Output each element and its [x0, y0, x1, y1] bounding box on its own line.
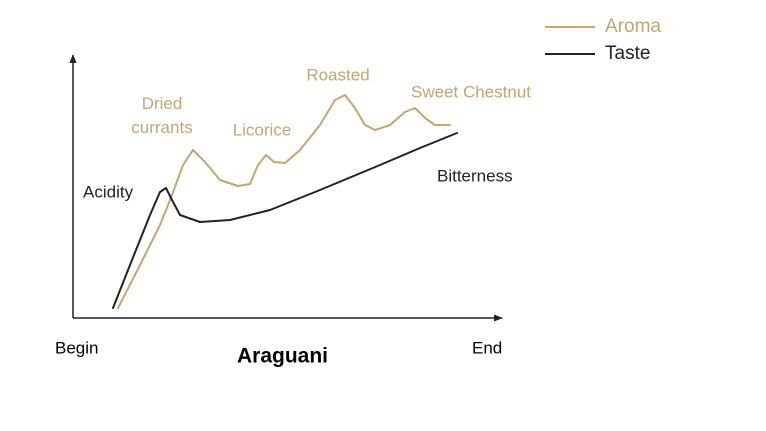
- x-end-label: End: [472, 338, 502, 357]
- annotation: Roasted: [306, 65, 369, 84]
- legend-label: Aroma: [605, 16, 661, 37]
- annotation: Acidity: [83, 182, 134, 201]
- annotation: Bitterness: [437, 166, 513, 185]
- annotation-line: Dried: [142, 94, 183, 113]
- x-start-label: Begin: [55, 338, 98, 357]
- series-line: [112, 132, 458, 309]
- series-line: [117, 94, 451, 309]
- annotation: Dried currants: [131, 94, 192, 137]
- annotation: Sweet Chestnut: [411, 82, 531, 101]
- annotation-line: currants: [131, 118, 192, 137]
- chart-title: Araguani: [237, 345, 328, 368]
- annotation: Licorice: [233, 120, 292, 139]
- legend-label: Taste: [605, 43, 650, 64]
